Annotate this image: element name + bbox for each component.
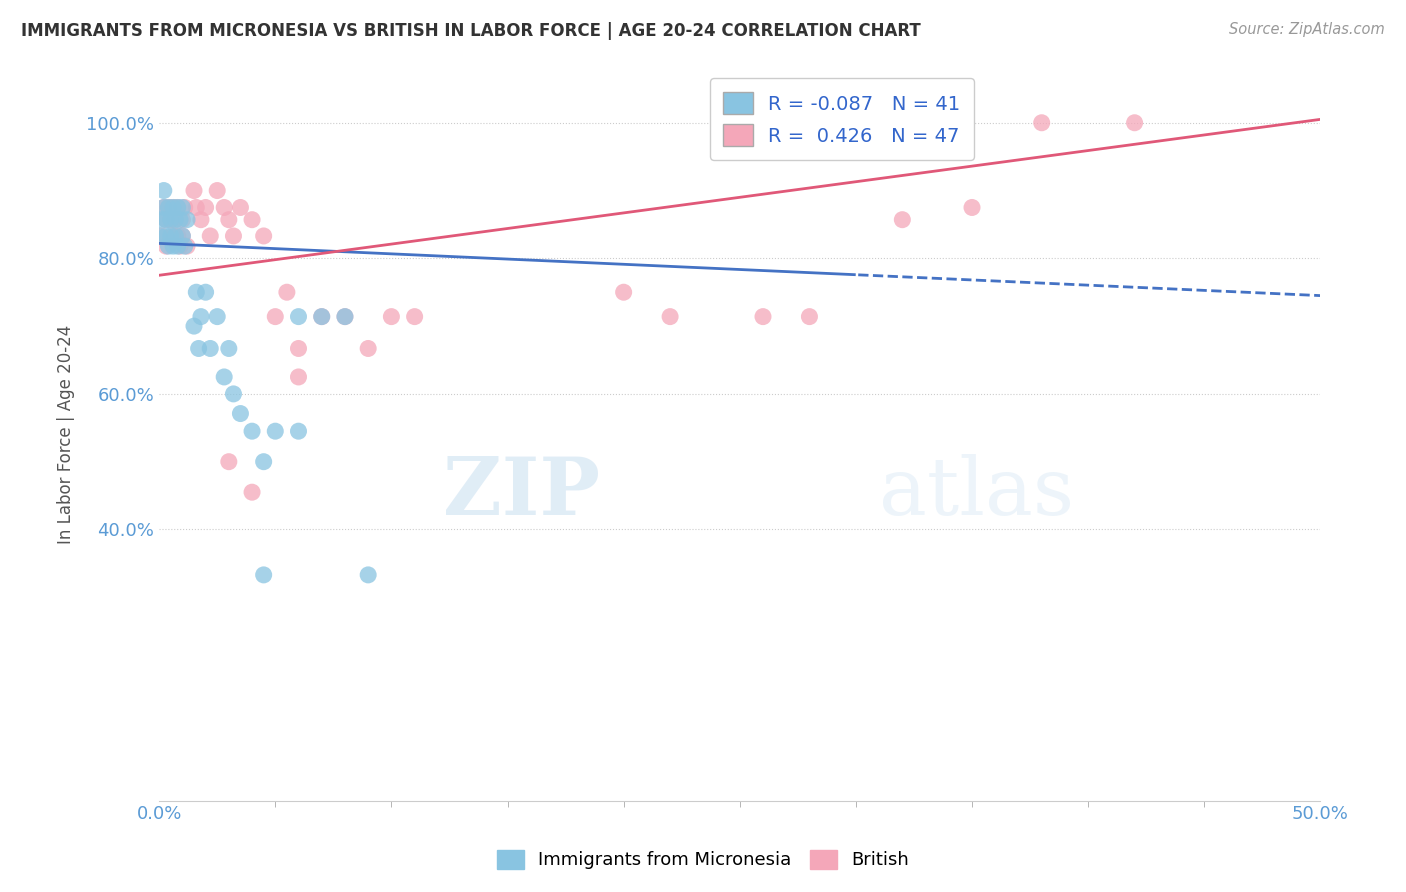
- Point: [173, 201, 195, 215]
- Point: [287, 310, 309, 324]
- Point: [172, 212, 194, 227]
- Point: [186, 285, 208, 300]
- Point: [613, 285, 636, 300]
- Point: [176, 212, 198, 227]
- Point: [152, 184, 174, 198]
- Point: [200, 342, 222, 356]
- Point: [166, 229, 188, 244]
- Point: [229, 407, 252, 421]
- Point: [212, 201, 235, 215]
- Point: [194, 285, 217, 300]
- Point: [253, 455, 276, 469]
- Point: [176, 239, 198, 253]
- Point: [357, 342, 380, 356]
- Point: [183, 184, 205, 198]
- Point: [240, 424, 263, 438]
- Point: [162, 201, 184, 215]
- Point: [172, 229, 194, 244]
- Legend: R = -0.087   N = 41, R =  0.426   N = 47: R = -0.087 N = 41, R = 0.426 N = 47: [710, 78, 974, 160]
- Point: [186, 201, 208, 215]
- Point: [155, 212, 177, 227]
- Point: [159, 212, 181, 227]
- Point: [194, 201, 217, 215]
- Point: [165, 212, 187, 227]
- Point: [173, 239, 195, 253]
- Point: [172, 201, 194, 215]
- Point: [218, 212, 240, 227]
- Point: [155, 229, 177, 244]
- Point: [380, 310, 402, 324]
- Point: [148, 229, 170, 244]
- Point: [200, 229, 222, 244]
- Point: [333, 310, 356, 324]
- Y-axis label: In Labor Force | Age 20-24: In Labor Force | Age 20-24: [58, 325, 75, 544]
- Point: [159, 212, 181, 227]
- Point: [165, 229, 187, 244]
- Text: ZIP: ZIP: [443, 454, 600, 533]
- Text: Source: ZipAtlas.com: Source: ZipAtlas.com: [1229, 22, 1385, 37]
- Point: [253, 567, 276, 582]
- Point: [218, 455, 240, 469]
- Point: [212, 370, 235, 384]
- Point: [333, 310, 356, 324]
- Point: [155, 212, 177, 227]
- Point: [253, 229, 276, 244]
- Point: [152, 201, 174, 215]
- Point: [152, 201, 174, 215]
- Point: [891, 212, 914, 227]
- Legend: Immigrants from Micronesia, British: Immigrants from Micronesia, British: [488, 841, 918, 879]
- Point: [187, 342, 209, 356]
- Point: [150, 229, 173, 244]
- Point: [172, 229, 194, 244]
- Point: [218, 342, 240, 356]
- Point: [311, 310, 333, 324]
- Text: atlas: atlas: [879, 454, 1074, 533]
- Point: [157, 201, 180, 215]
- Point: [287, 342, 309, 356]
- Point: [183, 319, 205, 334]
- Point: [287, 424, 309, 438]
- Point: [799, 310, 821, 324]
- Point: [150, 212, 173, 227]
- Point: [222, 387, 245, 401]
- Point: [659, 310, 682, 324]
- Point: [240, 212, 263, 227]
- Point: [222, 229, 245, 244]
- Point: [404, 310, 426, 324]
- Point: [162, 229, 184, 244]
- Point: [157, 239, 180, 253]
- Point: [1123, 116, 1146, 130]
- Text: IMMIGRANTS FROM MICRONESIA VS BRITISH IN LABOR FORCE | AGE 20-24 CORRELATION CHA: IMMIGRANTS FROM MICRONESIA VS BRITISH IN…: [21, 22, 921, 40]
- Point: [229, 201, 252, 215]
- Point: [205, 184, 228, 198]
- Point: [159, 229, 181, 244]
- Point: [311, 310, 333, 324]
- Point: [190, 310, 212, 324]
- Point: [190, 212, 212, 227]
- Point: [357, 567, 380, 582]
- Point: [752, 310, 775, 324]
- Point: [166, 239, 188, 253]
- Point: [287, 370, 309, 384]
- Point: [155, 239, 177, 253]
- Point: [157, 201, 180, 215]
- Point: [1031, 116, 1053, 130]
- Point: [276, 285, 298, 300]
- Point: [264, 310, 287, 324]
- Point: [264, 424, 287, 438]
- Point: [162, 239, 184, 253]
- Point: [205, 310, 228, 324]
- Point: [960, 201, 983, 215]
- Point: [166, 201, 188, 215]
- Point: [165, 212, 187, 227]
- Point: [169, 212, 191, 227]
- Point: [162, 201, 184, 215]
- Point: [166, 201, 188, 215]
- Point: [169, 239, 191, 253]
- Point: [240, 485, 263, 500]
